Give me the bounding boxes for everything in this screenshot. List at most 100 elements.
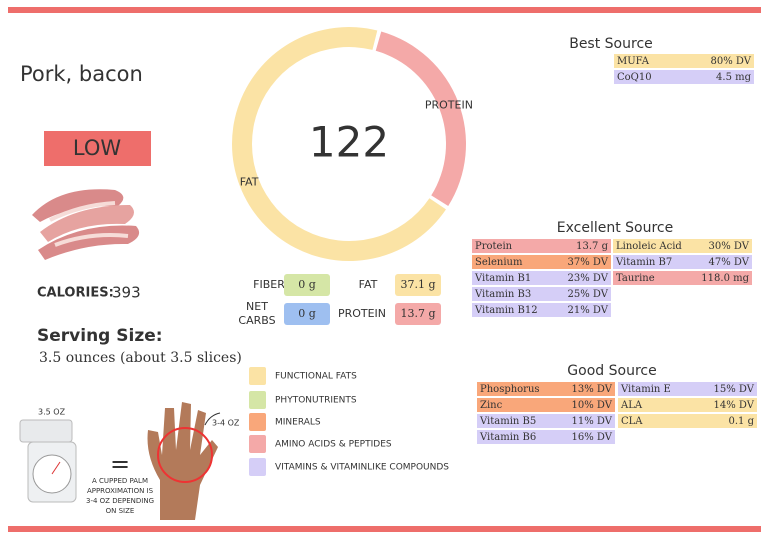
source-row: [477, 430, 615, 444]
legend-swatch: [249, 367, 266, 385]
nutrient-amount: 15% DV: [714, 384, 755, 395]
nutrient-amount: 37% DV: [568, 257, 609, 268]
nutrient-amount: 13% DV: [572, 384, 613, 395]
section-title: Good Source: [567, 363, 656, 379]
nutrient-amount: 4.5 mg: [716, 72, 752, 83]
source-row: [613, 271, 752, 285]
nutrient-name: Linoleic Acid: [616, 241, 682, 252]
nutrient-amount: 30% DV: [709, 241, 750, 252]
palm-size: 3-4 OZ: [212, 419, 240, 428]
macro-box: [284, 303, 330, 325]
macro-label: PROTEIN: [338, 307, 386, 320]
nutrient-amount: 23% DV: [568, 273, 609, 284]
palm-note: A CUPPED PALM APPROXIMATION IS 3-4 OZ DEPE…: [86, 477, 154, 515]
donut-chart: PROTEIN FAT: [232, 26, 473, 261]
source-row: [614, 70, 754, 84]
macro-value: 0 g: [298, 278, 316, 291]
bottom-bar: [8, 526, 761, 532]
source-row: [477, 414, 615, 428]
nutrient-amount: 80% DV: [711, 56, 752, 67]
calories-label: CALORIES:: [37, 286, 114, 301]
macro-value: 37.1 g: [400, 278, 435, 291]
note-line: 3-4 OZ DEPENDING: [86, 497, 154, 505]
nutrient-amount: 0.1 g: [729, 416, 755, 427]
macro-label: FIBER: [253, 278, 285, 291]
nutrient-amount: 10% DV: [572, 400, 613, 411]
legend-label: PHYTONUTRIENTS: [275, 396, 357, 406]
rating-box: [44, 131, 151, 166]
legend-label: VITAMINS & VITAMINLIKE COMPOUNDS: [275, 463, 449, 473]
nutrient-amount: 118.0 mg: [701, 273, 749, 284]
source-row: [477, 398, 615, 412]
nutrient-name: Vitamin B12: [474, 305, 538, 316]
rating: LOW: [73, 136, 121, 160]
nutrient-name: MUFA: [617, 56, 650, 67]
legend-swatch: [249, 391, 266, 409]
donut-center: 122: [309, 118, 389, 167]
section-title: Excellent Source: [557, 220, 673, 236]
source-row: [477, 382, 615, 396]
source-row: [613, 255, 752, 269]
note-line: A CUPPED PALM: [92, 477, 148, 485]
nutrient-amount: 47% DV: [709, 257, 750, 268]
nutrient-amount: 11% DV: [572, 416, 613, 427]
note-line: APPROXIMATION IS: [87, 487, 154, 495]
macro-label: NET: [246, 300, 268, 313]
nutrient-name: Taurine: [616, 273, 655, 284]
legend-label: FUNCTIONAL FATS: [275, 372, 357, 382]
macro-label: FAT: [359, 278, 378, 291]
hand-icon: [147, 402, 221, 520]
nutrient-amount: 13.7 g: [576, 241, 608, 252]
source-row: [613, 239, 752, 253]
legend-label: AMINO ACIDS & PEPTIDES: [275, 440, 392, 450]
legend-swatch: [249, 413, 266, 431]
legend-swatch: [249, 458, 266, 476]
source-row: [472, 303, 611, 317]
source-row: [618, 398, 757, 412]
donut-segment: [375, 31, 466, 207]
nutrient-amount: 25% DV: [568, 289, 609, 300]
legend: FUNCTIONAL FATS PHYTONUTRIENTS MINERALS AMI…: [249, 367, 449, 476]
nutrient-name: Vitamin B3: [474, 289, 531, 300]
macro-value: 13.7 g: [400, 307, 435, 320]
calories-value: 393: [112, 284, 141, 302]
macro-value: 0 g: [298, 307, 316, 320]
nutrient-name: ALA: [620, 400, 643, 411]
nutrient-amount: 14% DV: [714, 400, 755, 411]
nutrient-name: CoQ10: [617, 72, 652, 83]
note-line: ON SIZE: [106, 507, 135, 515]
source-row: [472, 255, 611, 269]
source-row: [472, 239, 611, 253]
nutrient-name: Vitamin B5: [479, 416, 536, 427]
nutrient-name: Vitamin B1: [474, 273, 531, 284]
top-bar: [8, 7, 761, 13]
nutrient-name: Vitamin B7: [615, 257, 672, 268]
source-row: [614, 54, 754, 68]
macro-box: [395, 274, 441, 296]
nutrient-amount: 21% DV: [568, 305, 609, 316]
macro-box: [284, 274, 330, 296]
scale-weight: 3.5 OZ: [38, 408, 66, 417]
nutrient-name: Selenium: [475, 257, 523, 268]
legend-swatch: [249, 435, 266, 453]
source-row: [618, 382, 757, 396]
bacon-image: [32, 189, 140, 260]
donut-label: FAT: [240, 175, 259, 188]
macro-label: CARBS: [238, 314, 275, 327]
nutrient-amount: 16% DV: [572, 432, 613, 443]
sources: Best Source MUFA 80% DV CoQ10 4.5 mg Excellen…: [472, 36, 757, 444]
scale-icon: [19, 419, 77, 503]
title: Pork, bacon: [20, 62, 143, 86]
nutrient-name: Zinc: [480, 400, 503, 411]
nutrient-name: Vitamin E: [620, 384, 671, 395]
serving-text: 3.5 ounces (about 3.5 slices): [39, 350, 242, 366]
nutrient-name: Protein: [475, 241, 513, 252]
section-title: Best Source: [569, 36, 653, 52]
nutrient-name: CLA: [621, 416, 643, 427]
nutrient-name: Phosphorus: [480, 384, 540, 395]
donut-label: PROTEIN: [425, 99, 473, 112]
source-row: [472, 271, 611, 285]
